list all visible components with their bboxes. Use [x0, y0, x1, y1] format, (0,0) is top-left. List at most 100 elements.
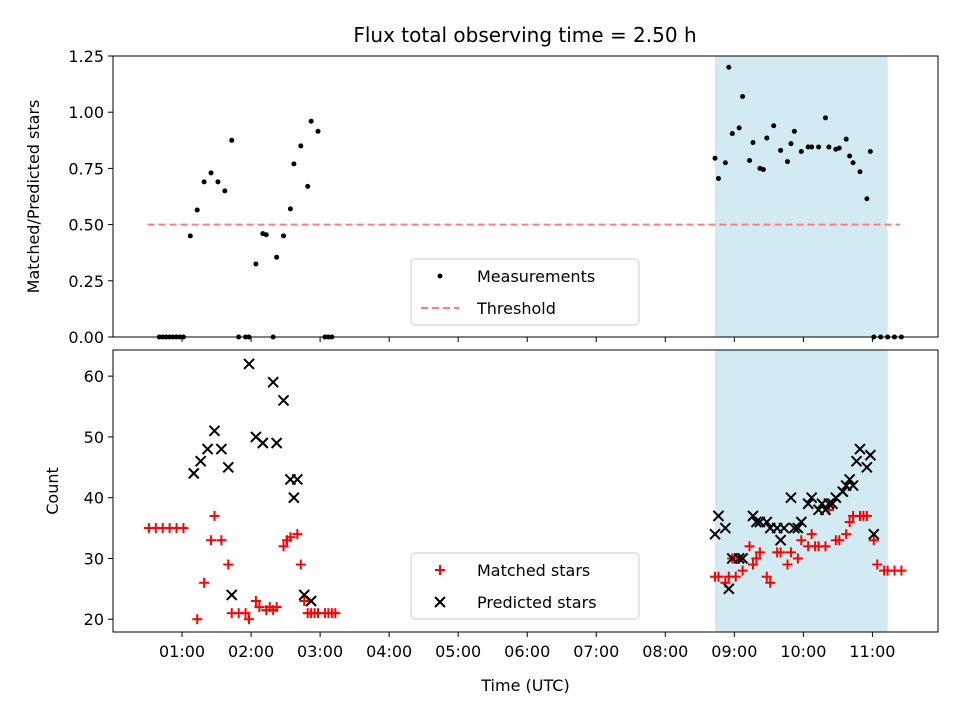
predicted-star-point [785, 491, 797, 504]
bottom-ytick-label: 60 [84, 367, 104, 386]
measurement-point [864, 196, 870, 202]
xtick-label: 08:00 [642, 642, 688, 661]
predicted-star-point [194, 455, 207, 467]
predicted-star-point [843, 473, 856, 486]
matched-star-point [806, 529, 817, 540]
predicted-star-point [736, 552, 749, 565]
measurement-point [771, 123, 777, 129]
measurement-point [712, 155, 718, 161]
chart-title: Flux total observing time = 2.50 h [353, 23, 696, 47]
predicted-star-point [222, 461, 234, 474]
matched-star-point [796, 535, 807, 546]
legend-label: Predicted stars [477, 593, 597, 612]
matched-star-point [775, 547, 786, 558]
matched-star-point [754, 547, 765, 558]
measurement-point [222, 188, 228, 194]
matched-star-point [820, 541, 831, 552]
measurement-point [747, 158, 753, 164]
measurement-point [187, 233, 193, 239]
measurement-point [729, 131, 735, 137]
measurement-point [760, 167, 766, 173]
measurement-point [857, 169, 863, 175]
matched-star-point [285, 532, 296, 543]
measurement-point [750, 140, 756, 146]
measurement-point [274, 254, 280, 260]
measurement-point [722, 160, 728, 166]
measurement-point [194, 207, 200, 213]
measurement-point [298, 143, 304, 149]
top-shaded-span [715, 56, 888, 337]
matched-star-point [240, 608, 251, 619]
predicted-star-point [712, 510, 725, 522]
bottom-ytick-label: 40 [84, 489, 104, 508]
measurement-point [791, 128, 797, 134]
xtick-label: 07:00 [573, 642, 619, 661]
measurement-point [291, 161, 297, 167]
legend-label: Matched stars [477, 561, 590, 580]
measurement-point [822, 115, 828, 121]
predicted-star-point [709, 528, 721, 540]
measurement-point [201, 179, 207, 185]
bottom-ytick-label: 20 [84, 610, 104, 629]
predicted-star-point [778, 522, 790, 534]
xtick-label: 11:00 [849, 642, 895, 661]
matched-star-point [782, 559, 793, 570]
predicted-star-point [257, 437, 269, 449]
top-legend: Measurements Threshold [410, 258, 640, 326]
measurement-point [715, 176, 721, 182]
matched-star-point [737, 565, 748, 576]
matched-star-point [730, 571, 741, 582]
xtick-label: 09:00 [711, 642, 757, 661]
matched-star-point [199, 577, 210, 588]
top-ytick-label: 0.75 [68, 159, 104, 178]
matched-star-point [713, 571, 724, 582]
legend-label: Measurements [477, 267, 595, 286]
matched-star-point [244, 614, 255, 625]
matched-star-point [192, 614, 203, 625]
measurement-point [305, 183, 311, 189]
matched-star-point [785, 547, 796, 558]
matched-star-point [744, 541, 755, 552]
measurement-point [726, 64, 732, 70]
legend-marker-plus [435, 565, 445, 575]
top-ytick-label: 0.25 [68, 272, 104, 291]
top-axes-frame [112, 55, 939, 338]
bottom-axes-frame [112, 349, 939, 633]
legend-marker-dot [437, 273, 443, 279]
measurement-point [836, 145, 842, 151]
measurement-point [208, 170, 214, 176]
matched-star-point [206, 535, 217, 546]
measurement-point [850, 160, 856, 166]
predicted-star-point [270, 437, 283, 449]
measurement-point [805, 144, 811, 150]
measurement-point [843, 136, 849, 142]
matched-star-point [792, 553, 803, 564]
measurement-point [826, 144, 832, 150]
measurement-point [764, 135, 770, 141]
predicted-star-point [733, 552, 745, 565]
matched-star-point [751, 553, 762, 564]
predicted-star-point [761, 516, 773, 528]
predicted-star-point [267, 376, 279, 388]
predicted-star-point [850, 455, 863, 467]
measurement-point [784, 159, 790, 165]
predicted-star-point [226, 589, 238, 601]
xtick-label: 05:00 [435, 642, 481, 661]
bottom-panel: 20 30 40 50 60 01:00 02:00 03:00 04:00 05:00 06:00… [43, 349, 939, 695]
matched-star-point [271, 602, 282, 613]
matched-star-point [747, 559, 758, 570]
predicted-star-point [792, 522, 804, 534]
predicted-star-point [795, 516, 808, 528]
xtick-label: 01:00 [159, 642, 205, 661]
bottom-legend: Matched stars Predicted stars [410, 552, 640, 620]
legend-marker-x [434, 596, 446, 608]
xtick-label: 02:00 [228, 642, 274, 661]
predicted-star-point [201, 443, 214, 455]
predicted-star-point [837, 485, 849, 498]
predicted-star-point [305, 595, 317, 607]
measurement-point [867, 149, 873, 155]
top-ytick-label: 0.00 [68, 328, 104, 347]
matched-star-point [765, 577, 776, 588]
matched-star-point [834, 535, 845, 546]
